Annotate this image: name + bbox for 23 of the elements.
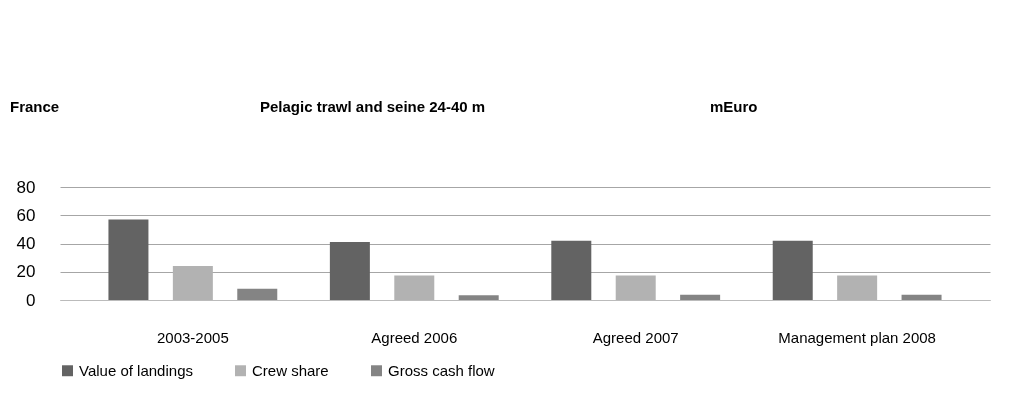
x-tick-label: Agreed 2007 <box>592 328 679 346</box>
y-tick-label: 20 <box>16 262 36 282</box>
y-tick-label: 40 <box>16 234 36 253</box>
bar <box>108 219 149 300</box>
x-tick-label: Management plan 2008 <box>778 328 936 346</box>
text: France <box>10 98 60 115</box>
bar <box>551 240 592 300</box>
bar <box>772 240 813 300</box>
x-tick-label: Agreed 2006 <box>371 328 458 346</box>
chart-title: Pelagic trawl and seine 24-40 m <box>260 98 486 115</box>
y-tick-label: 80 <box>16 177 36 197</box>
legend-label: Gross cash flow <box>388 361 495 379</box>
bar <box>680 294 721 300</box>
text: mEuro <box>710 98 758 115</box>
x-tick-label: 2003-2005 <box>156 328 229 346</box>
bar <box>458 295 499 300</box>
legend-label: Crew share <box>252 361 329 379</box>
y-tick-label: 60 <box>16 205 36 225</box>
bar <box>329 242 370 300</box>
bar <box>901 294 942 300</box>
legend-label: Value of landings <box>79 361 193 379</box>
bar <box>237 288 278 300</box>
y-tick-label: 0 <box>26 290 36 310</box>
